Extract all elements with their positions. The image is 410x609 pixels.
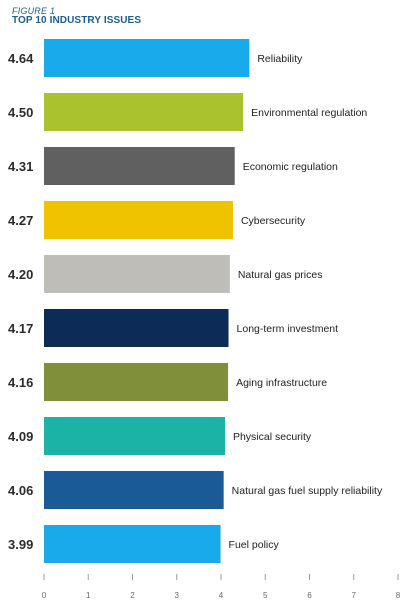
- value-label-6: 4.17: [8, 321, 33, 336]
- value-label-1: 4.64: [8, 51, 34, 66]
- bar-3: [44, 147, 235, 185]
- bar-7: [44, 363, 229, 401]
- category-label-5: Natural gas prices: [238, 269, 323, 281]
- bar-8: [44, 417, 225, 455]
- x-tick-label-4: 4: [219, 591, 224, 600]
- category-label-2: Environmental regulation: [251, 107, 367, 119]
- x-tick-label-5: 5: [263, 591, 268, 600]
- bar-2: [44, 93, 244, 131]
- value-label-9: 4.06: [8, 483, 33, 498]
- category-label-4: Cybersecurity: [241, 215, 306, 227]
- figure-label: FIGURE 1: [12, 6, 56, 16]
- value-label-4: 4.27: [8, 213, 33, 228]
- value-label-2: 4.50: [8, 105, 33, 120]
- bar-1: [44, 39, 250, 77]
- x-tick-label-8: 8: [396, 591, 401, 600]
- x-tick-label-1: 1: [86, 591, 91, 600]
- value-label-5: 4.20: [8, 267, 33, 282]
- bar-6: [44, 309, 229, 347]
- value-label-10: 3.99: [8, 537, 33, 552]
- category-label-6: Long-term investment: [237, 323, 339, 335]
- category-label-7: Aging infrastructure: [236, 377, 327, 389]
- bar-10: [44, 525, 221, 563]
- x-tick-label-2: 2: [130, 591, 135, 600]
- category-label-8: Physical security: [233, 431, 312, 443]
- bar-5: [44, 255, 230, 293]
- x-tick-label-3: 3: [175, 591, 180, 600]
- category-label-1: Reliability: [257, 53, 303, 65]
- value-label-7: 4.16: [8, 375, 33, 390]
- category-label-9: Natural gas fuel supply reliability: [232, 485, 383, 497]
- bar-9: [44, 471, 224, 509]
- x-tick-label-0: 0: [42, 591, 47, 600]
- category-label-10: Fuel policy: [229, 539, 280, 551]
- x-tick-label-6: 6: [307, 591, 312, 600]
- category-label-3: Economic regulation: [243, 161, 338, 173]
- value-label-8: 4.09: [8, 429, 33, 444]
- x-tick-label-7: 7: [352, 591, 357, 600]
- value-label-3: 4.31: [8, 159, 33, 174]
- chart-title: TOP 10 INDUSTRY ISSUES: [12, 15, 142, 26]
- bar-4: [44, 201, 233, 239]
